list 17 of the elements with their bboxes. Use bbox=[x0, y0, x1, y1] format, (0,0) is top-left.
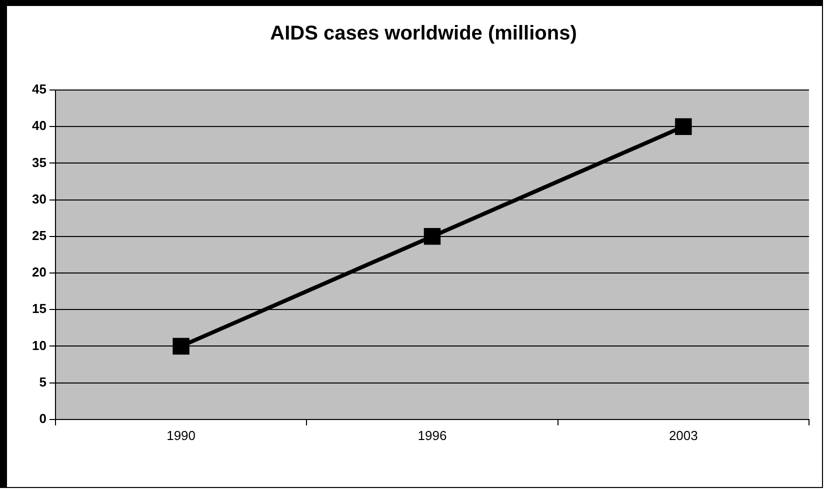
y-tick-label: 45 bbox=[32, 82, 46, 97]
y-tick-label: 35 bbox=[32, 154, 46, 170]
y-tick-label: 40 bbox=[32, 118, 46, 134]
y-tick-label: 10 bbox=[32, 338, 46, 353]
y-tick-label: 20 bbox=[32, 264, 46, 280]
point bbox=[424, 228, 441, 245]
x-tick-label: 2003 bbox=[668, 428, 698, 443]
y-tick-label: 0 bbox=[39, 410, 46, 426]
y-tick-label: 30 bbox=[32, 191, 46, 206]
point bbox=[172, 338, 190, 355]
y-tick-label: 15 bbox=[32, 301, 46, 316]
x-tick-label: 1996 bbox=[418, 428, 447, 443]
y-tick-label: 5 bbox=[39, 374, 46, 390]
point bbox=[675, 118, 692, 135]
chart-title: AIDS cases worldwide (millions) bbox=[270, 22, 577, 45]
y-tick-label: 25 bbox=[32, 228, 46, 243]
x-tick-label: 1990 bbox=[166, 428, 196, 443]
